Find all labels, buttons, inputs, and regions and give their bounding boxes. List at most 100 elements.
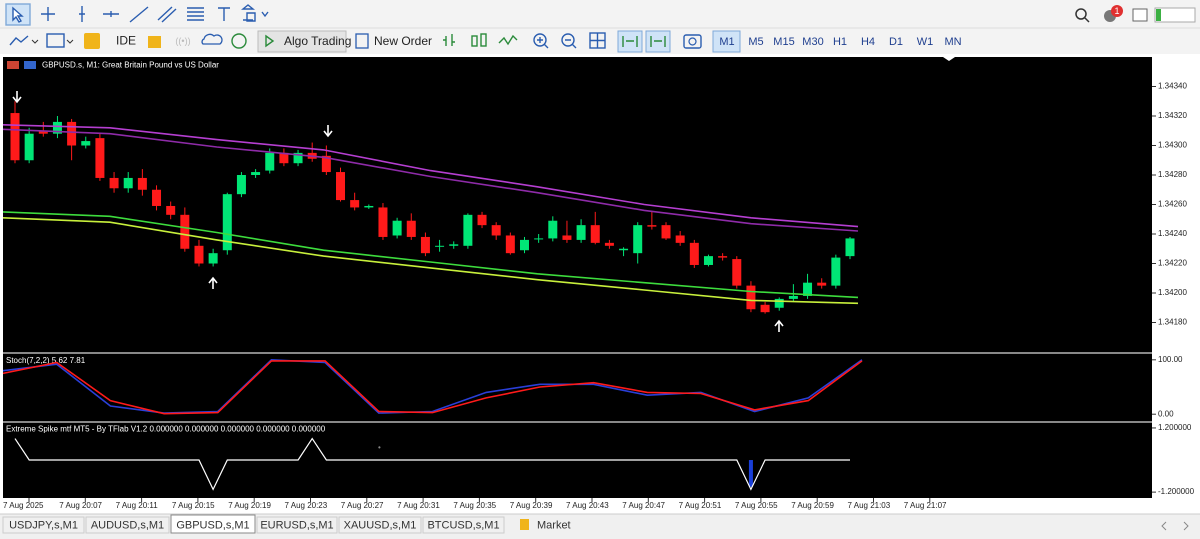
y-tick-label: -1.200000 — [1158, 487, 1195, 496]
candle-body — [774, 298, 784, 308]
timeframe-button[interactable]: M30 — [802, 36, 823, 48]
shapes-icon[interactable] — [241, 4, 256, 22]
screenshot-icon[interactable] — [683, 34, 702, 49]
candle-body — [166, 205, 176, 215]
x-tick-label: 7 Aug 20:39 — [510, 501, 553, 510]
buy-arrow — [208, 276, 218, 289]
algo-trading-button[interactable] — [257, 30, 347, 53]
chart-type-icon[interactable] — [9, 35, 29, 46]
y-tick-label: 1.200000 — [1158, 423, 1192, 432]
lock-icon[interactable] — [148, 36, 161, 48]
zoom-out-icon[interactable] — [561, 33, 575, 47]
chart-tab[interactable] — [170, 514, 256, 534]
chart-tab[interactable] — [422, 516, 505, 534]
candle-body — [95, 138, 105, 178]
timeframe-active[interactable] — [712, 30, 741, 53]
signal-bar — [1154, 7, 1196, 23]
ide-button[interactable]: IDE — [116, 34, 136, 48]
x-tick-label: 7 Aug 20:15 — [172, 501, 215, 510]
line-chart-icon[interactable] — [498, 34, 518, 46]
candle-body — [123, 177, 133, 189]
chart-tab[interactable] — [2, 516, 85, 534]
candle-body — [350, 200, 360, 208]
bars-icon[interactable] — [443, 34, 455, 46]
dropdown[interactable] — [66, 39, 74, 44]
timeframe-button[interactable]: H1 — [833, 36, 847, 48]
candle-body — [647, 225, 657, 227]
search-icon[interactable] — [1075, 8, 1087, 20]
new-order-button[interactable]: New Order — [374, 34, 432, 48]
crosshair-icon[interactable] — [41, 7, 55, 21]
candle-body — [336, 172, 346, 201]
moving-average — [2, 211, 859, 299]
candle-body — [534, 238, 544, 240]
candle-body — [420, 236, 430, 254]
chart-tab-label: GBPUSD,s,M1 — [176, 519, 249, 531]
candle-body — [38, 130, 48, 134]
timeframe-button[interactable]: M1 — [719, 36, 734, 48]
chart-tab-label: EURUSD,s,M1 — [260, 519, 333, 531]
signal-icon[interactable]: ((•)) — [175, 36, 190, 46]
new-order-icon[interactable] — [355, 33, 369, 49]
candle-body — [152, 189, 162, 206]
chart-tab-label: XAUUSD,s,M1 — [344, 519, 417, 531]
chart-tab[interactable] — [256, 516, 338, 534]
tab-scroll[interactable] — [1161, 521, 1189, 531]
candle-body — [703, 256, 713, 265]
timeframe-button[interactable]: M15 — [773, 36, 794, 48]
trendline-icon[interactable] — [129, 6, 149, 23]
candle-body — [590, 225, 600, 243]
candle-body — [180, 214, 190, 249]
channel-icon[interactable] — [157, 6, 177, 23]
candle-body — [831, 257, 841, 286]
y-tick-label: 1.34340 — [1158, 82, 1187, 91]
dropdown[interactable] — [31, 39, 39, 44]
candle-body — [406, 220, 416, 237]
candle-body — [519, 239, 529, 251]
candle-body — [321, 155, 331, 173]
candle-body — [265, 152, 275, 171]
top-right-icons: 1 — [1075, 5, 1196, 23]
x-tick-label: 7 Aug 20:07 — [59, 501, 102, 510]
sell-arrow — [323, 125, 333, 138]
timeframe-button[interactable]: D1 — [889, 36, 903, 48]
zoom-in-icon[interactable] — [533, 33, 547, 47]
candle-body — [718, 256, 728, 258]
play-icon — [265, 34, 275, 48]
main-toolbar: IDE ((•)) Algo Trading New Order — [9, 30, 741, 53]
candle-body — [109, 177, 119, 189]
chart-tab[interactable] — [338, 516, 422, 534]
fibo-icon[interactable] — [187, 7, 204, 21]
account-icon[interactable] — [1132, 8, 1148, 22]
drawing-tools[interactable] — [5, 3, 269, 26]
chart-shift-marker — [943, 57, 955, 61]
spike-dot: • — [378, 443, 381, 452]
candle-body — [491, 225, 501, 236]
candles-icon[interactable] — [471, 35, 478, 47]
candles-icon[interactable] — [480, 33, 487, 47]
candle-body — [364, 205, 374, 208]
x-tick-label: 7 Aug 21:03 — [848, 501, 891, 510]
vline-icon[interactable] — [79, 6, 85, 22]
timeframe-button[interactable]: W1 — [917, 36, 934, 48]
cloud-icon[interactable] — [201, 33, 223, 45]
moving-average — [2, 124, 859, 228]
chart-shift-glyph — [650, 36, 666, 47]
vps-icon[interactable] — [231, 33, 247, 49]
templates-icon[interactable] — [46, 33, 65, 48]
candle-body — [279, 152, 289, 164]
candle-body — [689, 242, 699, 265]
timeframe-button[interactable]: MN — [944, 36, 961, 48]
timeframe-button[interactable]: M5 — [748, 36, 763, 48]
x-tick-label: 7 Aug 20:27 — [341, 501, 384, 510]
x-tick-label: 7 Aug 20:51 — [679, 501, 722, 510]
market-icon[interactable] — [84, 33, 100, 49]
candle-body — [548, 220, 558, 239]
candle-body — [604, 242, 614, 246]
shapes-dropdown[interactable] — [261, 11, 269, 18]
timeframe-button[interactable]: H4 — [861, 36, 875, 48]
chart-tab[interactable] — [85, 516, 170, 534]
market-tab[interactable]: Market — [537, 519, 571, 531]
hline-icon[interactable] — [103, 11, 119, 17]
text-icon[interactable] — [218, 7, 230, 21]
